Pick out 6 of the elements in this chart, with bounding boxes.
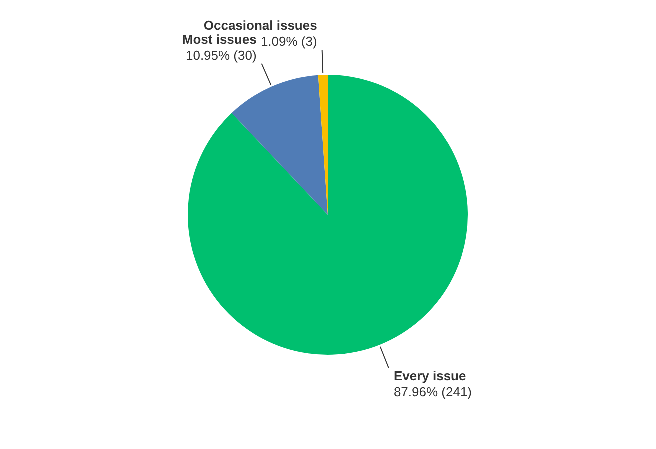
slice-label: Occasional issues — [204, 18, 318, 34]
data-label: 1.09% (3) — [260, 34, 318, 50]
data-label: 10.95% (30) — [186, 48, 257, 63]
data-label: 87.96% (241) — [394, 384, 472, 400]
slice-label: Most issues — [182, 32, 257, 47]
slice-label: Every issue — [394, 368, 466, 384]
